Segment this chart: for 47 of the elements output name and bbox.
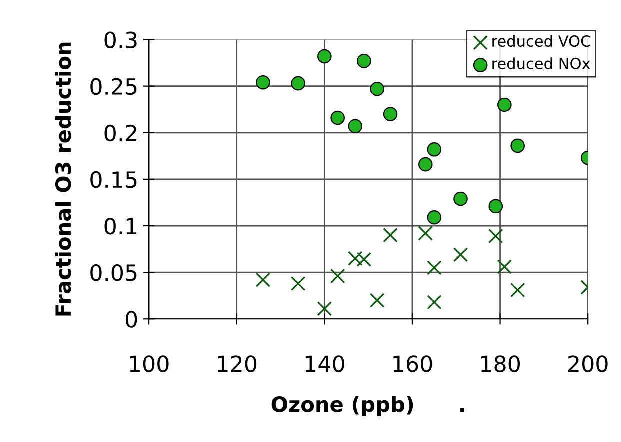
legend-label: reduced VOC [492, 35, 590, 48]
point [418, 157, 433, 172]
y-tick-label: 0.2 [104, 124, 136, 142]
point [256, 75, 270, 90]
point [330, 268, 346, 284]
legend-label: reduced NOx [492, 58, 590, 70]
x-axis-title: Ozone (ppb) . [272, 396, 464, 416]
point [356, 252, 372, 267]
point [370, 82, 384, 96]
x-tick-label: 200 [568, 356, 608, 372]
point [290, 276, 306, 292]
point [383, 107, 398, 122]
point [383, 228, 398, 243]
point [256, 272, 271, 288]
y-axis-title: Fractional O3 reduction [55, 42, 72, 316]
point [488, 228, 504, 244]
y-tick-label: 0.25 [90, 78, 137, 96]
y-tick-label: 0 [126, 311, 138, 328]
x-tick-label: 180 [482, 356, 520, 372]
point [348, 119, 363, 134]
point [317, 301, 332, 316]
point [291, 76, 306, 91]
point [418, 226, 434, 241]
x-tick-label: 140 [306, 356, 344, 372]
x-tick-label: 160 [394, 356, 432, 372]
point [510, 282, 526, 298]
y-tick-label: 0.05 [90, 264, 137, 282]
point [427, 260, 442, 276]
y-tick-label: 0.3 [104, 32, 137, 49]
point [510, 138, 525, 154]
y-tick-label: 0.15 [90, 171, 137, 188]
x-tick-label: 120 [218, 356, 257, 372]
y-tick-label: 0.1 [104, 218, 137, 235]
point [318, 49, 332, 64]
point [427, 142, 442, 157]
point [427, 210, 442, 225]
x-tick-label: 100 [130, 356, 169, 372]
point [427, 294, 442, 310]
point [453, 247, 468, 262]
point [357, 54, 372, 68]
point [348, 251, 363, 266]
point [498, 98, 512, 112]
point [370, 293, 385, 308]
point [454, 192, 468, 206]
point [330, 110, 345, 126]
point [488, 199, 504, 214]
point [497, 260, 512, 274]
